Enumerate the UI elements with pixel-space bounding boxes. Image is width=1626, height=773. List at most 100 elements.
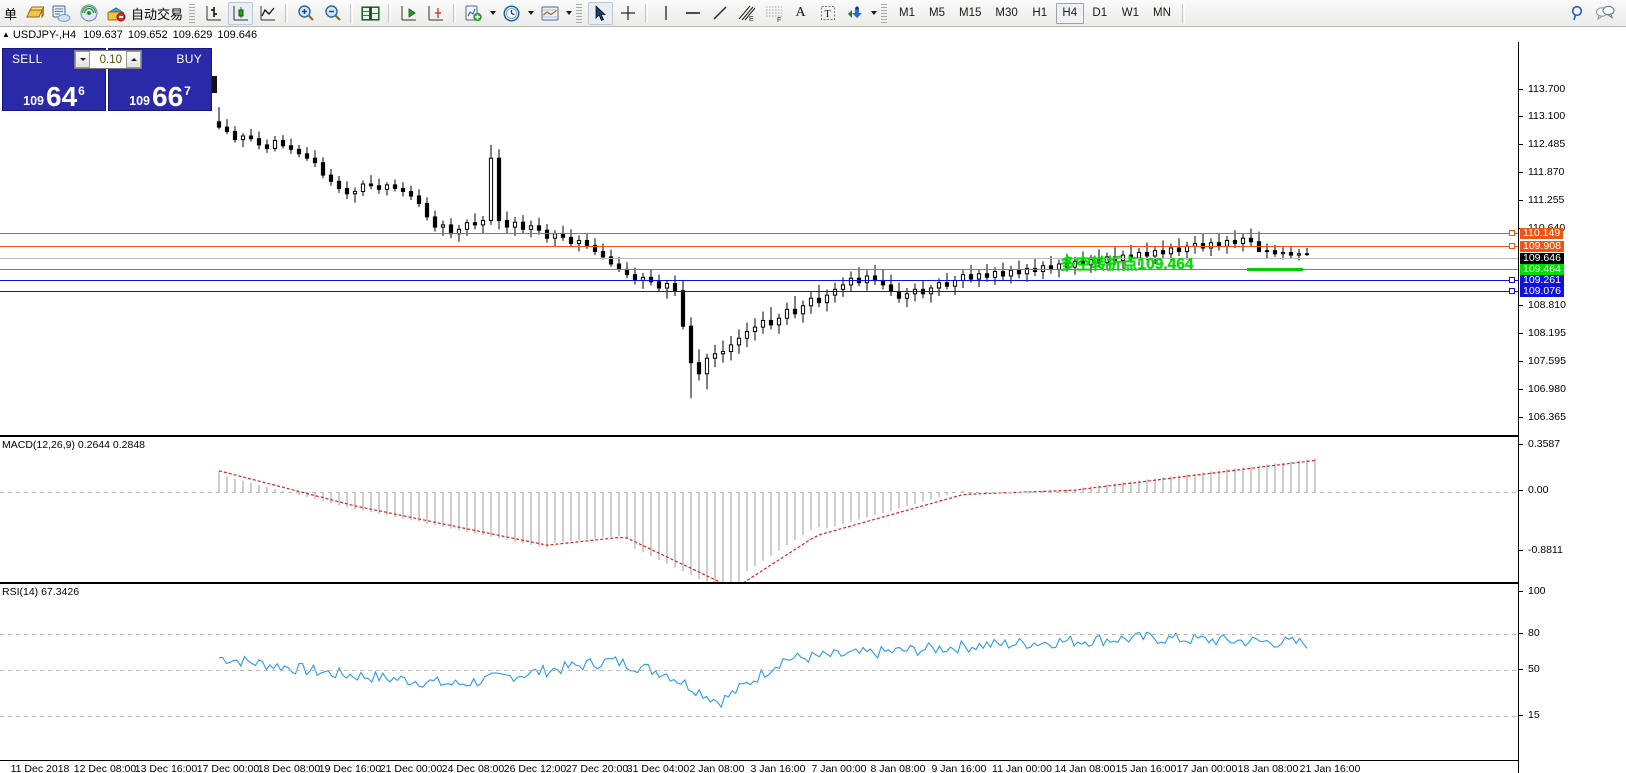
- volume-increase-button[interactable]: [126, 51, 141, 68]
- crosshair-icon[interactable]: [615, 2, 640, 25]
- candlestick-chart-icon[interactable]: [228, 1, 254, 25]
- timeframe-w1[interactable]: W1: [1121, 7, 1140, 19]
- xtick-7: 24 Dec 08:00: [441, 763, 505, 773]
- toolbar-separator-4: [453, 3, 457, 23]
- support-line-109464[interactable]: [0, 269, 1518, 270]
- rsi-plot: [218, 631, 1308, 709]
- zoom-in-icon[interactable]: [293, 2, 318, 25]
- templates-icon[interactable]: [537, 2, 562, 25]
- xtick-20: 18 Jan 08:00: [1237, 763, 1299, 773]
- order-line-109908[interactable]: [0, 246, 1518, 247]
- price-label-109464[interactable]: 109.464: [1520, 264, 1564, 275]
- terminal-icon[interactable]: [49, 2, 74, 25]
- timeframe-h4[interactable]: H4: [1055, 2, 1084, 24]
- horizontal-line-icon[interactable]: [680, 2, 705, 25]
- timeframe-d1[interactable]: D1: [1092, 7, 1108, 19]
- volume-decrease-button[interactable]: [75, 51, 90, 68]
- order-line-110149[interactable]: [0, 233, 1518, 234]
- panel-drag-handle[interactable]: [212, 76, 217, 93]
- time-axis[interactable]: 11 Dec 2018 12 Dec 08:00 13 Dec 16:00 17…: [0, 760, 1518, 773]
- vertical-line-icon[interactable]: [653, 2, 678, 25]
- price-axis[interactable]: 113.700 113.100 112.485 111.870 111.255 …: [1518, 42, 1626, 773]
- symbol-close: 109.646: [217, 28, 258, 41]
- auto-trading-label[interactable]: 自动交易: [131, 6, 184, 22]
- bar-chart-icon[interactable]: [201, 2, 226, 25]
- volume-input[interactable]: 0.10: [99, 53, 122, 66]
- macd-pane[interactable]: MACD(12,26,9) 0.2644 0.2848: [0, 435, 1518, 582]
- collapse-triangle-icon[interactable]: ▲: [2, 29, 10, 39]
- order-handle-110149[interactable]: [1509, 230, 1515, 236]
- text-label-icon[interactable]: A: [795, 5, 806, 20]
- equidistant-channel-icon[interactable]: E: [734, 2, 759, 25]
- price-label-109908[interactable]: 109.908: [1520, 241, 1564, 252]
- add-indicator-dropdown-arrow[interactable]: [487, 2, 498, 24]
- toolbar-separator-3: [388, 3, 392, 23]
- symbol-open: 109.637: [83, 28, 123, 41]
- svg-text:T: T: [824, 9, 830, 20]
- ytick-112485: 112.485: [1519, 138, 1565, 150]
- toolbar-grip-1[interactable]: [189, 3, 196, 23]
- macd-label: MACD(12,26,9) 0.2644 0.2848: [2, 439, 146, 451]
- chart-annotation-underline[interactable]: [1247, 268, 1303, 271]
- order-line-109261[interactable]: [0, 280, 1518, 281]
- chart-container[interactable]: 多空转折点109.464 MACD(12,26,9) 0.2644 0.2848…: [0, 42, 1626, 773]
- signals-icon[interactable]: [76, 2, 101, 25]
- price-label-109646[interactable]: 109.646: [1520, 253, 1564, 264]
- timeframe-m15[interactable]: M15: [959, 7, 982, 19]
- shapes-dropdown-arrow[interactable]: [868, 2, 879, 24]
- timeframe-mn[interactable]: MN: [1153, 7, 1171, 19]
- order-handle-109076[interactable]: [1509, 288, 1515, 294]
- xtick-10: 31 Dec 04:00: [626, 763, 690, 773]
- sell-price: 109 64 6: [3, 83, 105, 111]
- zoom-out-icon[interactable]: [320, 2, 345, 25]
- macd-plot: [218, 458, 1316, 582]
- order-handle-109261[interactable]: [1509, 277, 1515, 283]
- toolbar-grip-2[interactable]: [576, 3, 583, 23]
- order-handle-109908[interactable]: [1509, 243, 1515, 249]
- timeframe-m5[interactable]: M5: [929, 7, 946, 19]
- line-chart-icon[interactable]: [255, 2, 280, 25]
- cursor-icon[interactable]: [588, 1, 614, 25]
- gold-bar-icon[interactable]: [22, 2, 47, 25]
- price-label-109261[interactable]: 109.261: [1520, 275, 1564, 286]
- fibonacci-retracement-icon[interactable]: F: [761, 2, 786, 25]
- macd-ytick-zero: 0.00: [1519, 484, 1548, 496]
- xtick-15: 9 Jan 16:00: [931, 763, 987, 773]
- period-dropdown-arrow[interactable]: [525, 2, 536, 24]
- text-box-icon[interactable]: T: [815, 2, 840, 25]
- templates-dropdown-arrow[interactable]: [563, 2, 574, 24]
- volume-stepper[interactable]: 0.10: [74, 50, 142, 69]
- trendline-icon[interactable]: [707, 2, 732, 25]
- rsi-pane[interactable]: RSI(14) 67.3426: [0, 582, 1518, 760]
- expert-advisor-icon[interactable]: [103, 2, 128, 25]
- svg-text:F: F: [777, 17, 781, 22]
- shapes-arrows-icon[interactable]: [842, 2, 867, 25]
- chat-icon[interactable]: [1592, 2, 1617, 25]
- auto-scroll-icon[interactable]: [423, 2, 448, 25]
- price-label-110149[interactable]: 110.149: [1520, 228, 1564, 239]
- buy-button-label[interactable]: BUY: [176, 52, 202, 66]
- timeframe-m30[interactable]: M30: [995, 7, 1018, 19]
- add-indicator-icon[interactable]: [461, 2, 486, 25]
- price-candlesticks: [216, 107, 1310, 399]
- xtick-16: 11 Jan 00:00: [992, 763, 1052, 773]
- xtick-6: 21 Dec 00:00: [379, 763, 443, 773]
- one-click-trading-panel[interactable]: SELL 109 64 6 BUY 109 66 7 0.10: [2, 48, 212, 111]
- timeframe-m1[interactable]: M1: [899, 7, 916, 19]
- toolbar-grip-3[interactable]: [881, 3, 888, 23]
- timeframe-h1[interactable]: H1: [1032, 7, 1048, 19]
- price-label-109076[interactable]: 109.076: [1520, 286, 1564, 297]
- macd-ytick-top: 0.3587: [1519, 438, 1560, 450]
- chart-shift-icon[interactable]: [396, 2, 421, 25]
- search-icon[interactable]: [1565, 2, 1590, 25]
- sell-button-label[interactable]: SELL: [12, 52, 43, 66]
- symbol-low: 109.629: [172, 28, 213, 41]
- xtick-18: 15 Jan 16:00: [1115, 763, 1177, 773]
- rsi-ytick-50: 50: [1519, 663, 1540, 675]
- chart-annotation-text[interactable]: 多空转折点109.464: [1060, 256, 1194, 273]
- period-clock-icon[interactable]: [499, 2, 524, 25]
- tile-windows-icon[interactable]: [358, 2, 383, 25]
- price-pane[interactable]: 多空转折点109.464: [0, 42, 1518, 434]
- buy-price-integer: 109: [129, 93, 150, 108]
- order-line-109076[interactable]: [0, 291, 1518, 292]
